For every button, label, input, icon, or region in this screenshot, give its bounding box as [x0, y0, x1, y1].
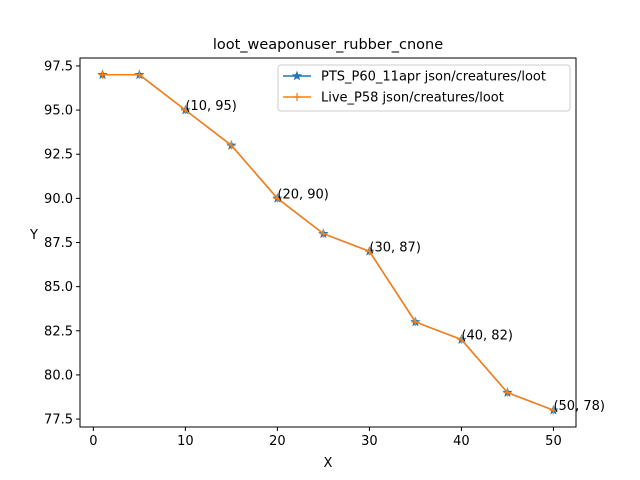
data-point [181, 106, 190, 115]
series-line [102, 74, 554, 411]
chart-title: loot_weaponuser_rubber_cnone [213, 37, 443, 53]
axes-frame [79, 57, 577, 428]
y-tick-label: 77.5 [44, 413, 73, 428]
x-tick-label: 0 [89, 434, 97, 449]
point-annotation: (30, 87) [369, 240, 421, 255]
data-point [411, 317, 420, 326]
point-annotation: (10, 95) [185, 99, 237, 114]
x-tick-label: 20 [269, 434, 286, 449]
y-tick-label: 97.5 [44, 59, 73, 74]
data-point [227, 141, 236, 150]
data-point [273, 194, 282, 203]
plot-area [79, 57, 577, 428]
legend: PTS_P60_11apr json/creatures/loot Live_P5… [277, 64, 571, 112]
y-tick-label: 80.0 [44, 368, 73, 383]
data-point [503, 388, 512, 397]
legend-marker [293, 93, 301, 101]
point-annotation: (40, 82) [461, 329, 512, 344]
legend-entry-1: PTS_P60_11apr json/creatures/loot [283, 70, 546, 85]
annotation-layer: (10, 95) (20, 90) (30, 87) (40, 82) (50, 78) [185, 99, 605, 414]
series-2 [98, 70, 558, 415]
legend-marker [291, 70, 303, 81]
y-axis-label: Y [29, 228, 38, 243]
y-tick-label: 90.0 [44, 192, 73, 207]
y-tick-label: 95.0 [44, 104, 73, 119]
x-tick-label: 50 [545, 434, 562, 449]
x-tick-label: 10 [177, 434, 194, 449]
series-layer [97, 69, 559, 415]
data-point [135, 70, 144, 79]
series-1 [97, 69, 559, 415]
point-annotation: (50, 78) [553, 399, 605, 414]
x-axis: 0 10 20 30 40 50 [89, 427, 562, 449]
legend-label: Live_P58 json/creatures/loot [321, 91, 504, 106]
x-axis-label: X [324, 456, 333, 471]
y-tick-label: 92.5 [44, 148, 73, 163]
series-line [102, 74, 554, 411]
y-tick-label: 82.5 [44, 324, 73, 339]
data-point [365, 247, 374, 256]
y-tick-label: 85.0 [44, 280, 73, 295]
legend-box [277, 64, 571, 112]
x-tick-label: 30 [361, 434, 378, 449]
y-axis: 77.5 80.0 82.5 85.0 87.5 90.0 92.5 95.0 97.5 [44, 59, 80, 428]
data-point [319, 229, 328, 238]
x-tick-label: 40 [453, 434, 470, 449]
legend-entry-2: Live_P58 json/creatures/loot [283, 91, 504, 106]
data-point [549, 406, 558, 415]
data-point [457, 335, 466, 344]
legend-label: PTS_P60_11apr json/creatures/loot [321, 70, 546, 85]
point-annotation: (20, 90) [277, 187, 329, 202]
data-point [98, 70, 107, 79]
y-tick-label: 87.5 [44, 236, 73, 251]
